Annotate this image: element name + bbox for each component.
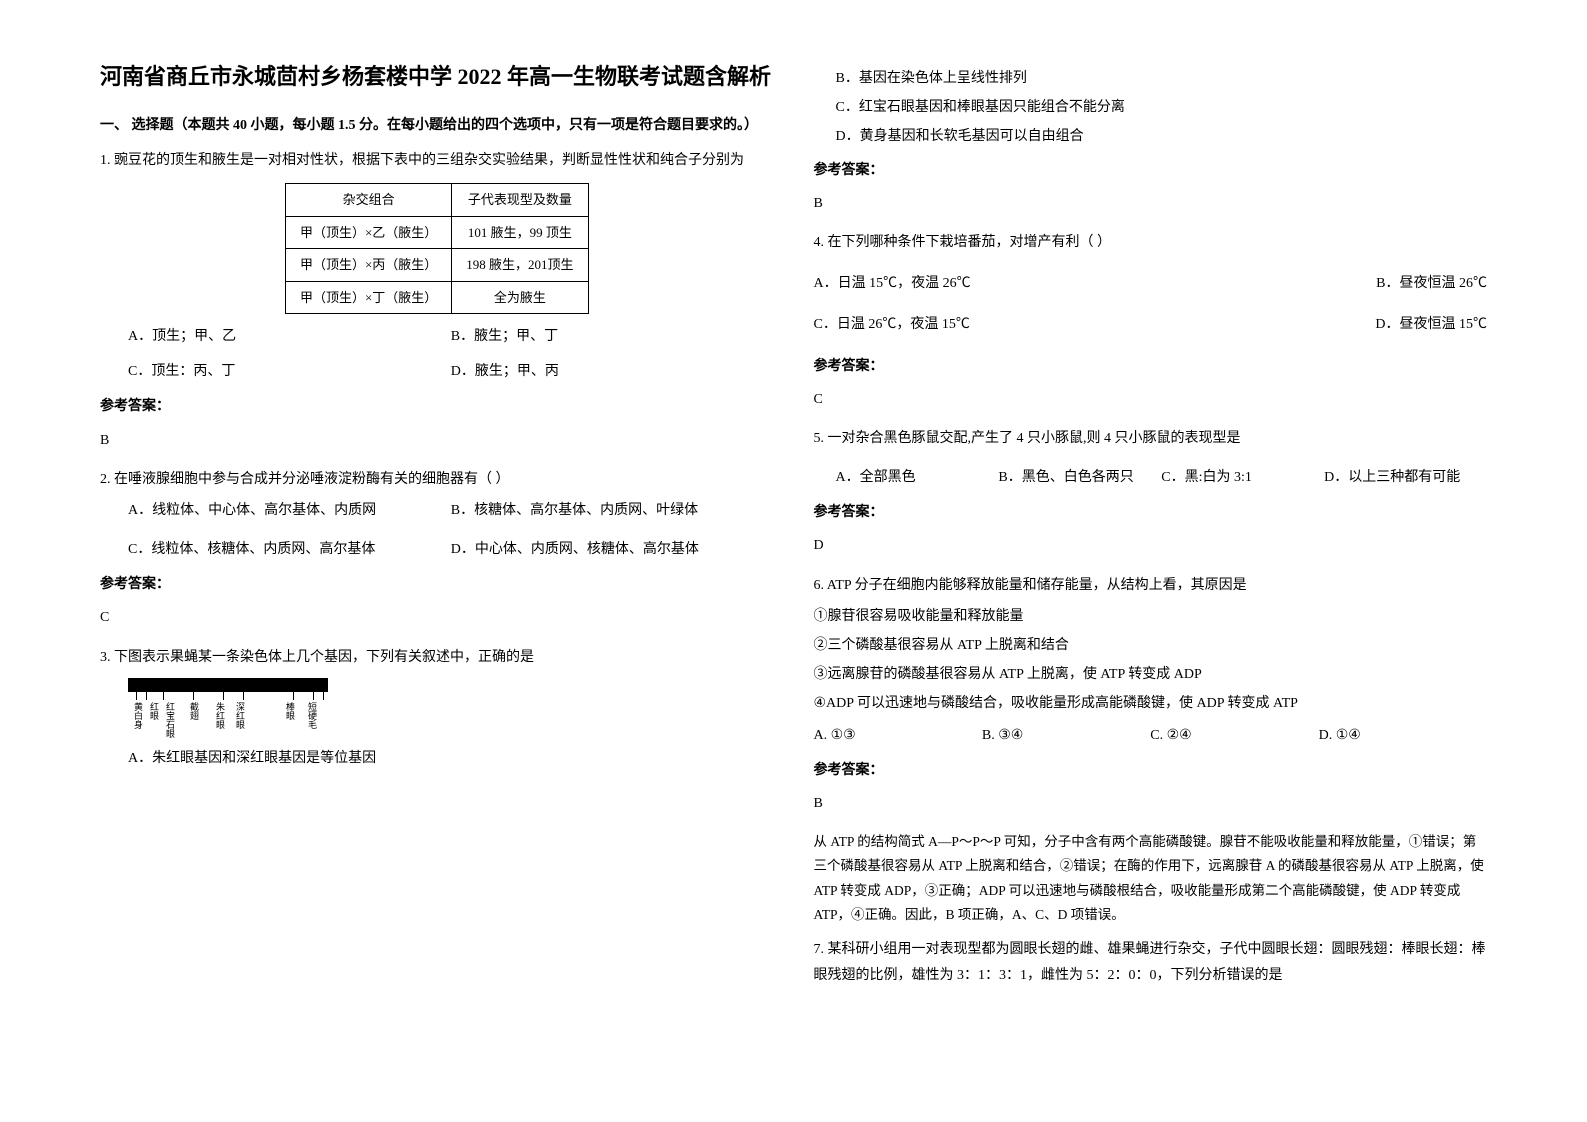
q3-answer: B [814,191,1488,216]
option-d: D．昼夜恒温 15℃ [1375,312,1487,337]
q5-answer: D [814,533,1488,558]
option-a: A．线粒体、中心体、高尔基体、内质网 [128,498,451,523]
chromosome-bar [128,678,328,692]
option-b: B．腋生；甲、丁 [451,324,774,349]
option-d: D．以上三种都有可能 [1324,465,1487,490]
option-b: B．黑色、白色各两只 [998,465,1161,490]
gene-label: 红宝石眼 [160,702,174,738]
option-d: D．中心体、内质网、核糖体、高尔基体 [451,537,774,562]
q6-answer: B [814,791,1488,816]
option-c: C．黑:白为 3:1 [1161,465,1324,490]
q6-line4: ④ADP 可以迅速地与磷酸结合，吸收能量形成高能磷酸键，使 ADP 转变成 AT… [814,691,1488,716]
option-a: A. ①③ [814,723,982,748]
option-a: A．全部黑色 [836,465,999,490]
table-header: 子代表现型及数量 [452,184,588,216]
option-c: C．红宝石眼基因和棒眼基因只能组合不能分离 [836,95,1488,120]
q1-options: A．顶生；甲、乙 B．腋生；甲、丁 C．顶生：丙、丁 D．腋生；甲、丙 [128,324,774,384]
gene-label: 短硬毛 [302,702,316,738]
option-b: B．基因在染色体上呈线性排列 [836,66,1488,91]
table-cell: 甲（顶生）×丁（腋生） [285,281,451,313]
answer-label: 参考答案： [100,572,774,597]
q2-text: 2. 在唾液腺细胞中参与合成并分泌唾液淀粉酶有关的细胞器有（ ） [100,467,774,492]
q1-table: 杂交组合 子代表现型及数量 甲（顶生）×乙（腋生） 101 腋生，99 顶生 甲… [285,183,589,314]
option-a: A．朱红眼基因和深红眼基因是等位基因 [128,746,774,771]
right-column: B．基因在染色体上呈线性排列 C．红宝石眼基因和棒眼基因只能组合不能分离 D．黄… [794,60,1508,1062]
option-c: C．日温 26℃，夜温 15℃ [814,312,970,337]
gene-label: 朱红眼 [210,702,224,738]
question-5: 5. 一对杂合黑色豚鼠交配,产生了 4 只小豚鼠,则 4 只小豚鼠的表现型是 A… [814,426,1488,490]
q1-text: 1. 豌豆花的顶生和腋生是一对相对性状，根据下表中的三组杂交实验结果，判断显性性… [100,148,774,173]
q4-text: 4. 在下列哪种条件下栽培番茄，对增产有利（ ） [814,230,1488,255]
q4-answer: C [814,387,1488,412]
table-cell: 198 腋生，201顶生 [452,249,588,281]
gene-label: 截翅 [184,702,198,738]
answer-label: 参考答案： [814,354,1488,379]
answer-label: 参考答案： [814,500,1488,525]
option-d: D. ①④ [1319,723,1487,748]
left-column: 河南省商丘市永城茴村乡杨套楼中学 2022 年高一生物联考试题含解析 一、 选择… [80,60,794,1062]
question-7: 7. 某科研小组用一对表现型都为圆眼长翅的雌、雄果蝇进行杂交，子代中圆眼长翅：圆… [814,937,1488,987]
table-header: 杂交组合 [285,184,451,216]
q6-line2: ②三个磷酸基很容易从 ATP 上脱离和结合 [814,633,1488,658]
table-cell: 甲（顶生）×丙（腋生） [285,249,451,281]
q2-options: A．线粒体、中心体、高尔基体、内质网 B．核糖体、高尔基体、内质网、叶绿体 C．… [128,498,774,562]
q3-text: 3. 下图表示果蝇某一条染色体上几个基因，下列有关叙述中，正确的是 [100,645,774,670]
q6-line1: ①腺苷很容易吸收能量和释放能量 [814,604,1488,629]
option-d: D．腋生；甲、丙 [451,359,774,384]
option-b: B．昼夜恒温 26℃ [1376,271,1487,296]
option-c: C. ②④ [1150,723,1318,748]
option-a: A．顶生；甲、乙 [128,324,451,349]
option-b: B. ③④ [982,723,1150,748]
gene-label: 深红眼 [230,702,244,738]
section-header: 一、 选择题（本题共 40 小题，每小题 1.5 分。在每小题给出的四个选项中，… [100,113,774,138]
gene-label: 棒眼 [280,702,294,738]
question-3: 3. 下图表示果蝇某一条染色体上几个基因，下列有关叙述中，正确的是 黄白身 红眼… [100,645,774,771]
answer-label: 参考答案： [814,158,1488,183]
q3-options-cont: B．基因在染色体上呈线性排列 C．红宝石眼基因和棒眼基因只能组合不能分离 D．黄… [836,66,1488,150]
q5-text: 5. 一对杂合黑色豚鼠交配,产生了 4 只小豚鼠,则 4 只小豚鼠的表现型是 [814,426,1488,451]
table-cell: 全为腋生 [452,281,588,313]
gene-label: 黄白身 [128,702,142,738]
q6-text: 6. ATP 分子在细胞内能够释放能量和储存能量，从结构上看，其原因是 [814,573,1488,598]
table-cell: 甲（顶生）×乙（腋生） [285,216,451,248]
option-d: D．黄身基因和长软毛基因可以自由组合 [836,124,1488,149]
question-2: 2. 在唾液腺细胞中参与合成并分泌唾液淀粉酶有关的细胞器有（ ） A．线粒体、中… [100,467,774,563]
chromosome-labels: 黄白身 红眼 红宝石眼 截翅 朱红眼 深红眼 棒眼 短硬毛 [128,702,774,738]
question-6: 6. ATP 分子在细胞内能够释放能量和储存能量，从结构上看，其原因是 ①腺苷很… [814,573,1488,748]
exam-title: 河南省商丘市永城茴村乡杨套楼中学 2022 年高一生物联考试题含解析 [100,60,774,93]
chromosome-diagram: 黄白身 红眼 红宝石眼 截翅 朱红眼 深红眼 棒眼 短硬毛 [128,678,774,738]
q7-text: 7. 某科研小组用一对表现型都为圆眼长翅的雌、雄果蝇进行杂交，子代中圆眼长翅：圆… [814,937,1488,987]
gene-label: 红眼 [144,702,158,738]
option-c: C．线粒体、核糖体、内质网、高尔基体 [128,537,451,562]
question-1: 1. 豌豆花的顶生和腋生是一对相对性状，根据下表中的三组杂交实验结果，判断显性性… [100,148,774,384]
answer-label: 参考答案： [100,394,774,419]
q3-options: A．朱红眼基因和深红眼基因是等位基因 [128,746,774,771]
table-cell: 101 腋生，99 顶生 [452,216,588,248]
option-b: B．核糖体、高尔基体、内质网、叶绿体 [451,498,774,523]
question-4: 4. 在下列哪种条件下栽培番茄，对增产有利（ ） A．日温 15℃，夜温 26℃… [814,230,1488,338]
answer-label: 参考答案： [814,758,1488,783]
option-a: A．日温 15℃，夜温 26℃ [814,271,971,296]
option-c: C．顶生：丙、丁 [128,359,451,384]
q6-line3: ③远离腺苷的磷酸基很容易从 ATP 上脱离，使 ATP 转变成 ADP [814,662,1488,687]
q2-answer: C [100,605,774,630]
q6-explanation: 从 ATP 的结构简式 A—P～P～P 可知，分子中含有两个高能磷酸键。腺苷不能… [814,830,1488,927]
q1-answer: B [100,428,774,453]
